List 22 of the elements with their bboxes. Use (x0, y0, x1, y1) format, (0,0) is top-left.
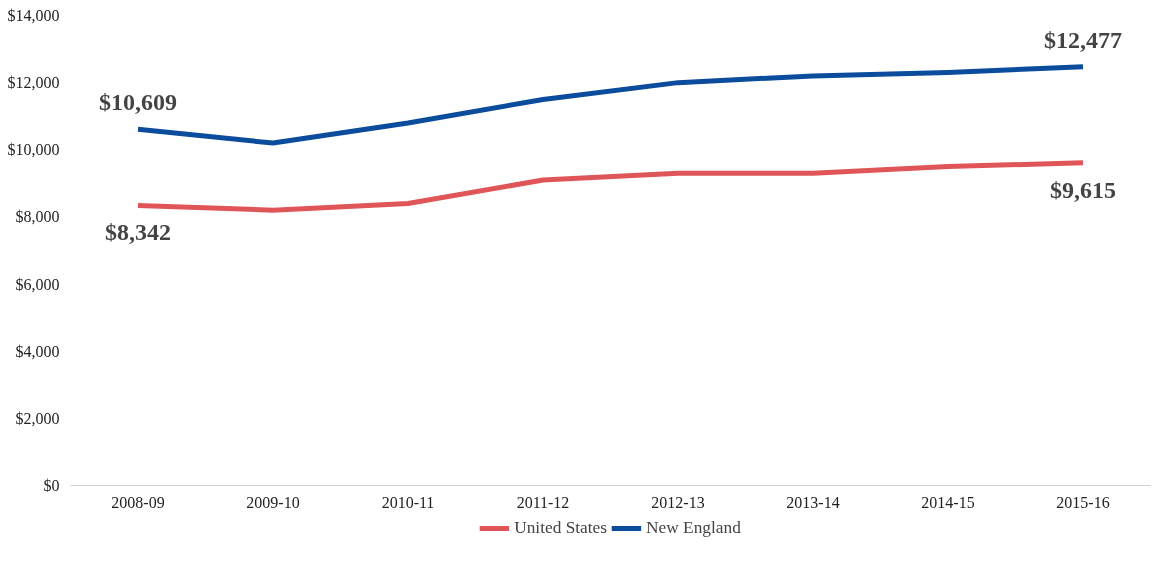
legend-label: New England (646, 518, 741, 538)
y-tick-label: $14,000 (7, 7, 60, 24)
data-label: $10,609 (99, 89, 177, 116)
y-tick-label: $10,000 (7, 141, 60, 159)
y-tick-label: $8,000 (15, 208, 60, 226)
legend-label: United States (514, 518, 608, 538)
y-tick-label: $2,000 (15, 409, 60, 427)
data-label: $8,342 (105, 219, 171, 246)
y-tick-label: $6,000 (15, 275, 60, 293)
y-tick-label: $4,000 (15, 342, 60, 360)
x-tick-label: 2010-11 (381, 493, 435, 511)
x-tick-label: 2009-10 (246, 493, 300, 511)
y-tick-label: $12,000 (7, 74, 60, 92)
x-tick-label: 2011-12 (516, 493, 570, 511)
data-label: $9,615 (1050, 176, 1116, 203)
y-tick-label: $0 (43, 477, 60, 494)
x-tick-label: 2014-15 (921, 493, 975, 511)
x-tick-label: 2015-16 (1056, 493, 1110, 511)
x-tick-label: 2008-09 (111, 493, 165, 511)
x-tick-label: 2013-14 (786, 493, 840, 511)
x-tick-label: 2012-13 (651, 493, 705, 511)
data-label: $12,477 (1044, 26, 1122, 53)
